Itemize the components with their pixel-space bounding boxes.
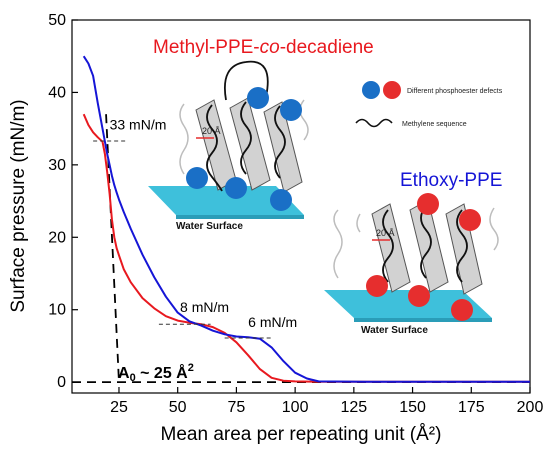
annotation-label: 33 mN/m <box>110 116 167 132</box>
methylene-chain <box>206 104 223 192</box>
y-tick-label: 20 <box>48 229 66 246</box>
cylinder <box>263 101 303 193</box>
a0-label: A0 ~ 25 Å2 <box>118 362 194 384</box>
distance-label: 20 Å <box>202 126 221 136</box>
side-chain <box>179 103 189 175</box>
annotations: 33 mN/m 8 mN/m 6 mN/m <box>93 116 297 339</box>
phosphoester-sphere <box>247 87 269 109</box>
x-tick-label: 125 <box>340 399 367 416</box>
methylene-loop <box>224 60 269 101</box>
x-tick-label: 200 <box>517 399 544 416</box>
x-axis: 25 50 75 100 125 150 175 200 <box>110 387 543 416</box>
x-tick-label: 50 <box>169 399 187 416</box>
phosphoester-spheres <box>186 87 302 211</box>
x-tick-label: 175 <box>458 399 485 416</box>
plot-frame <box>71 19 531 394</box>
phosphoester-sphere <box>186 167 208 189</box>
water-surface-edge <box>354 318 492 322</box>
x-axis-title: Mean area per repeating unit (Å²) <box>161 424 442 445</box>
legend-methylene-label: Methylene sequence <box>402 121 467 128</box>
y-tick-label: 30 <box>48 157 66 174</box>
water-surface-plane <box>324 290 492 318</box>
methylene-chain <box>456 209 468 283</box>
legend-sphere-blue <box>362 81 380 99</box>
monolayer-illustration-methyl: 20 Å Water Surface <box>148 60 309 232</box>
methylene-chain <box>420 205 432 279</box>
legend-methylene-icon <box>355 118 393 128</box>
legend-sphere-red <box>383 81 401 99</box>
series-group <box>82 55 530 383</box>
monolayer-illustration-ethoxy: 20 Å Water Surface <box>324 193 499 336</box>
x-tick-label: 100 <box>282 399 309 416</box>
annotation-label: 6 mN/m <box>248 314 297 330</box>
y-tick-label: 40 <box>48 84 66 101</box>
methylene-chain <box>240 101 252 175</box>
phosphoester-sphere <box>270 189 292 211</box>
legend-defects-label: Different phosphoester defects <box>407 88 503 95</box>
phosphoester-sphere <box>366 275 388 297</box>
series-label-ethoxy: Ethoxy-PPE <box>400 170 502 191</box>
phosphoester-spheres <box>366 193 481 321</box>
inset-legend: Different phosphoester defects Methylene… <box>355 81 503 128</box>
phosphoester-sphere <box>417 193 439 215</box>
series-line <box>82 55 530 383</box>
water-surface-edge <box>176 215 304 219</box>
x-tick-label: 75 <box>228 399 246 416</box>
water-surface-plane <box>148 186 304 215</box>
methylene-chain <box>274 105 286 179</box>
phosphoester-sphere <box>408 285 430 307</box>
cylinder <box>371 203 411 293</box>
y-axis: 0 10 20 30 40 50 <box>48 12 78 391</box>
x-tick-label: 25 <box>110 399 128 416</box>
phosphoester-sphere <box>280 99 302 121</box>
water-surface-label: Water Surface <box>361 325 428 336</box>
annotation-label: 8 mN/m <box>180 299 229 315</box>
distance-label: 20 Å <box>376 228 395 238</box>
x-tick-label: 150 <box>399 399 426 416</box>
side-chain <box>489 207 499 251</box>
series-line <box>82 113 530 383</box>
y-tick-label: 10 <box>48 302 66 319</box>
y-axis-title: Surface pressure (mN/m) <box>8 99 29 312</box>
phosphoester-sphere <box>451 299 473 321</box>
side-chain <box>333 209 343 279</box>
y-tick-label: 0 <box>57 374 66 391</box>
methylene-chain <box>382 209 394 283</box>
side-chain <box>356 213 361 233</box>
water-surface-label: Water Surface <box>176 221 243 232</box>
series-label-methyl: Methyl-PPE-co-decadiene <box>153 37 374 58</box>
phosphoester-sphere <box>225 177 247 199</box>
y-tick-label: 50 <box>48 12 66 29</box>
phosphoester-sphere <box>459 209 481 231</box>
